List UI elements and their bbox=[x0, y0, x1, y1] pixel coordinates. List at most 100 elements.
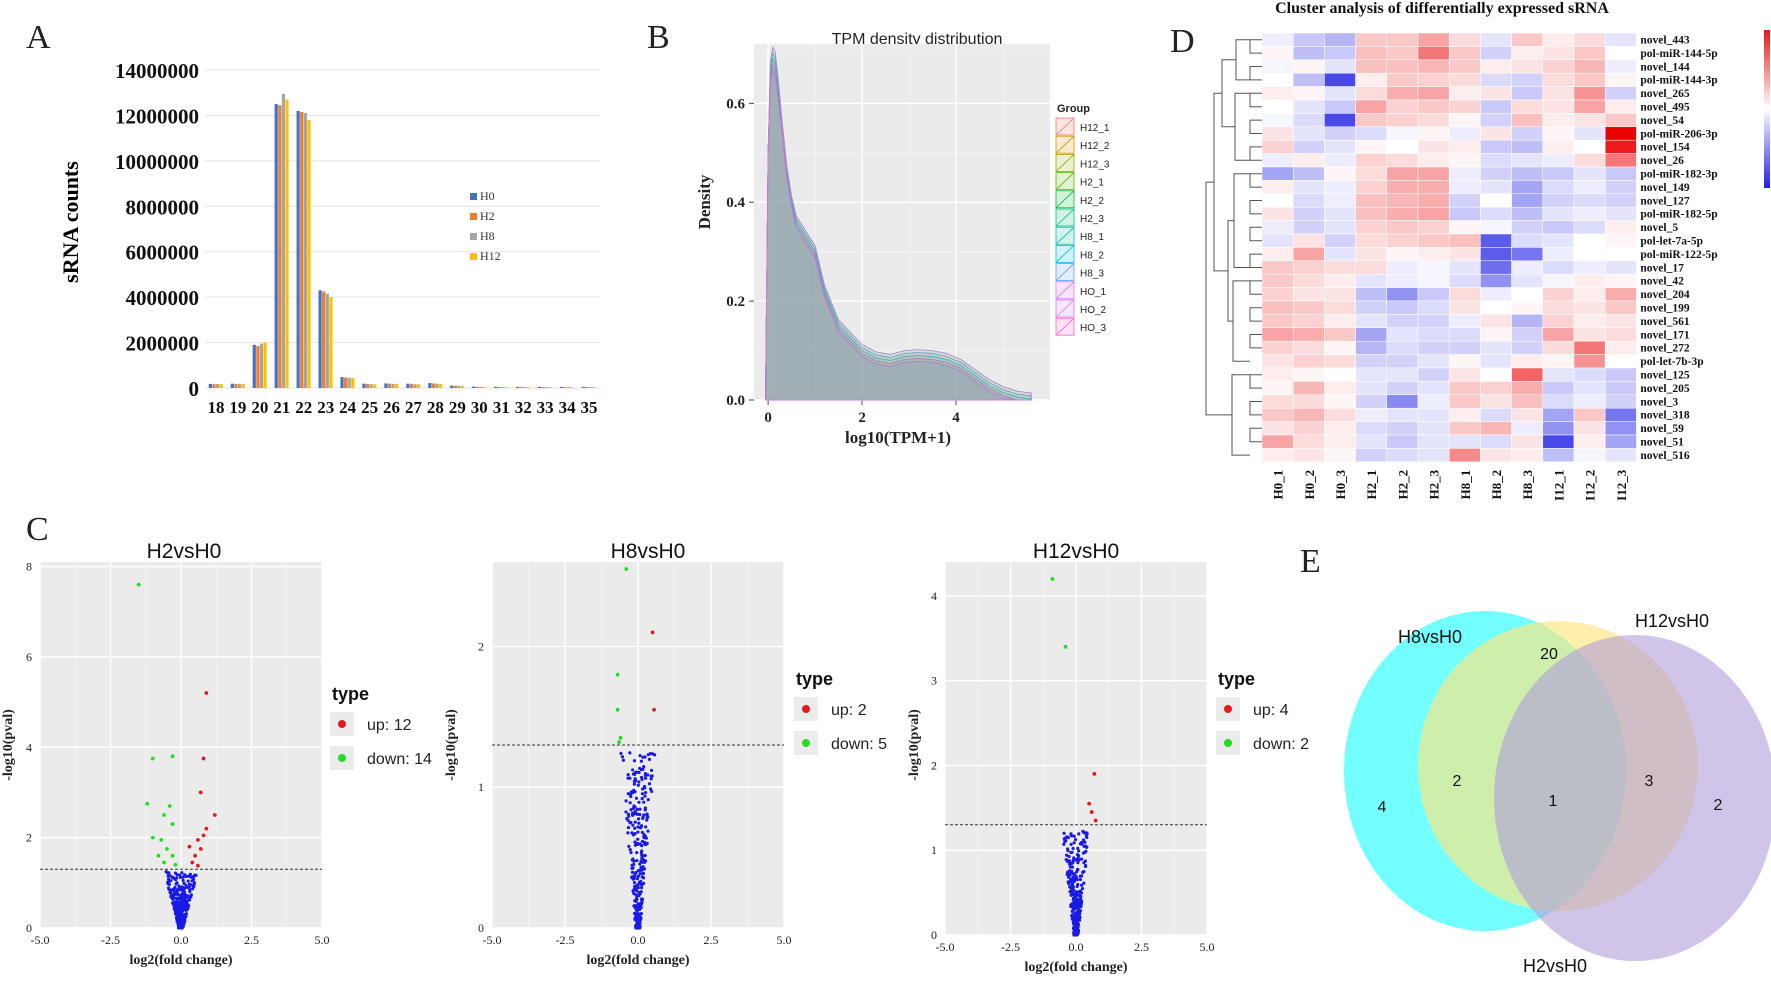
heatmap-cell bbox=[1542, 180, 1575, 195]
volcano-point-ns bbox=[1078, 877, 1082, 882]
heatmap-cell bbox=[1448, 153, 1481, 168]
heatmap-cell bbox=[1386, 59, 1419, 74]
heatmap-cell bbox=[1261, 394, 1294, 409]
volcano-point-ns bbox=[184, 874, 188, 878]
volcano-point-ns bbox=[643, 853, 647, 858]
density-legend-swatch-diagonal bbox=[1055, 154, 1075, 172]
volcano-xtick-label: -5.0 bbox=[936, 940, 955, 954]
heatmap-cell bbox=[1386, 273, 1419, 288]
heatmap-cell bbox=[1417, 327, 1450, 342]
bar-h2 bbox=[475, 386, 479, 388]
volcano-point-ns bbox=[643, 806, 647, 810]
volcano-point-up bbox=[1093, 818, 1098, 823]
volcano-point-ns bbox=[1079, 883, 1084, 887]
heatmap-cell bbox=[1448, 287, 1481, 302]
volcano-point-ns bbox=[1065, 853, 1069, 857]
heatmap-cell bbox=[1542, 448, 1575, 463]
heatmap-cell bbox=[1480, 273, 1512, 288]
heatmap-cell bbox=[1355, 314, 1388, 329]
volcano-point-ns bbox=[629, 850, 633, 855]
volcano-point-down bbox=[1063, 644, 1068, 649]
bar-h8 bbox=[501, 387, 505, 388]
heatmap-cell bbox=[1542, 434, 1575, 449]
density-ytick-label: 0.0 bbox=[726, 393, 745, 409]
volcano-point-ns bbox=[170, 876, 175, 880]
bar-h0 bbox=[362, 383, 366, 388]
density-ytick-label: 0.2 bbox=[726, 294, 745, 310]
bar-h8 bbox=[325, 293, 329, 388]
heatmap-cell bbox=[1386, 260, 1419, 275]
volcano-point-ns bbox=[639, 890, 643, 894]
heatmap-col-label: H0_1 bbox=[1271, 470, 1286, 500]
volcano-point-ns bbox=[1064, 858, 1068, 862]
volcano-point-ns bbox=[635, 883, 640, 887]
volcano-plot-h12vsh0: -5.0 -2.5 0.0 2.5 5.0 0 1 2 3 4 H12vsH0 log2(fold c… bbox=[907, 540, 1309, 975]
heatmap-cell bbox=[1386, 220, 1419, 235]
volcano-point-ns bbox=[1070, 909, 1074, 913]
heatmap-cell bbox=[1417, 193, 1450, 208]
heatmap-cell bbox=[1386, 99, 1419, 114]
heatmap-cell bbox=[1604, 153, 1637, 168]
heatmap-cell bbox=[1292, 86, 1325, 101]
heatmap-cell bbox=[1386, 381, 1419, 396]
heatmap-cell bbox=[1480, 260, 1512, 275]
bar-xtick-label: 28 bbox=[427, 398, 444, 417]
volcano-legend-title: type bbox=[332, 684, 369, 704]
volcano-point-ns bbox=[1069, 850, 1073, 855]
bar-xtick-label: 18 bbox=[207, 398, 224, 417]
volcano-point-ns bbox=[1076, 861, 1080, 865]
volcano-point-ns bbox=[638, 807, 642, 811]
volcano-point-ns bbox=[1073, 905, 1077, 909]
volcano-legend-down-dot bbox=[338, 754, 346, 762]
volcano-point-ns bbox=[178, 925, 182, 929]
heatmap-cell bbox=[1386, 193, 1419, 208]
heatmap-cell bbox=[1292, 193, 1325, 208]
volcano-point-ns bbox=[1070, 834, 1074, 838]
heatmap-row-label: novel_5 bbox=[1640, 222, 1678, 234]
heatmap-cell bbox=[1324, 59, 1356, 74]
volcano-xtick-label: 2.5 bbox=[1134, 940, 1149, 954]
density-legend-swatch-diagonal bbox=[1055, 281, 1075, 300]
bar-h8 bbox=[523, 387, 527, 388]
panel-label-a: A bbox=[26, 19, 51, 56]
heatmap-col-label: I12_2 bbox=[1583, 470, 1598, 501]
volcano-point-ns bbox=[639, 859, 643, 864]
heatmap-cell bbox=[1448, 59, 1481, 74]
venn-label-h8vsh0: H8vsH0 bbox=[1398, 627, 1462, 647]
bar-h2 bbox=[212, 384, 216, 388]
heatmap-cell bbox=[1573, 394, 1606, 409]
heatmap-cell bbox=[1604, 287, 1637, 302]
heatmap-cell bbox=[1604, 394, 1637, 409]
volcano-point-ns bbox=[638, 766, 642, 770]
volcano-legend-up-label: up: 4 bbox=[1253, 702, 1289, 719]
heatmap-row-dendrogram bbox=[1205, 39, 1262, 456]
heatmap-cell bbox=[1261, 206, 1294, 221]
density-chart-b: TPM density distribution log10(TPM+1) De… bbox=[695, 31, 1110, 447]
volcano-ytick-label: 8 bbox=[26, 560, 32, 574]
bar-xtick-label: 29 bbox=[449, 398, 466, 417]
heatmap-cell bbox=[1573, 434, 1606, 449]
volcano-point-ns bbox=[1079, 857, 1084, 861]
volcano-point-ns bbox=[648, 787, 653, 791]
heatmap-col-label: H2_3 bbox=[1427, 469, 1442, 499]
volcano-point-ns bbox=[628, 847, 632, 852]
heatmap-cell bbox=[1324, 448, 1356, 463]
heatmap-cell bbox=[1355, 126, 1388, 141]
heatmap-cell bbox=[1573, 247, 1606, 262]
volcano-xlabel: log2(fold change) bbox=[129, 953, 232, 968]
heatmap-row-label: novel_318 bbox=[1640, 410, 1689, 422]
heatmap-cell bbox=[1324, 273, 1356, 288]
volcano-legend-title: type bbox=[796, 669, 833, 689]
bar-h8 bbox=[391, 383, 395, 388]
density-legend-label: H8_2 bbox=[1080, 250, 1104, 261]
volcano-point-ns bbox=[640, 839, 645, 843]
heatmap-cell bbox=[1261, 247, 1294, 262]
volcano-point-ns bbox=[176, 903, 180, 908]
heatmap-cell bbox=[1292, 220, 1325, 235]
heatmap-cell bbox=[1604, 46, 1637, 61]
heatmap-cell bbox=[1480, 407, 1512, 422]
volcano-point-ns bbox=[644, 791, 648, 795]
heatmap-cell bbox=[1448, 367, 1481, 382]
volcano-point-ns bbox=[633, 772, 637, 777]
volcano-legend-down-dot bbox=[1224, 739, 1232, 747]
